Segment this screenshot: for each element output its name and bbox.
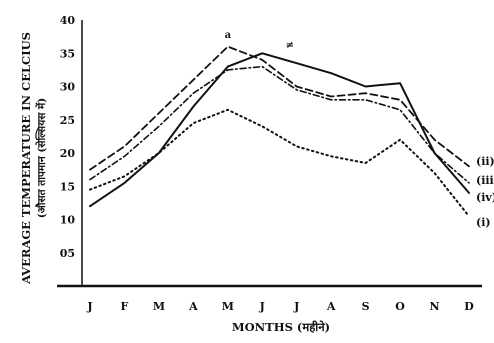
series-label: (ii) — [476, 155, 494, 168]
x-tick-label: M — [153, 300, 165, 313]
y-tick-labels: 40 35 30 25 20 15 10 05 — [60, 14, 76, 260]
annotation-mark: a — [225, 30, 232, 41]
series-label: (iii) — [476, 174, 494, 187]
series-line — [90, 53, 469, 206]
y-tick-label: 40 — [60, 14, 76, 27]
y-tick-label: 10 — [60, 214, 76, 227]
y-tick-label: 15 — [60, 180, 75, 193]
x-tick-label: M — [222, 300, 234, 313]
annotations: a≠ — [225, 30, 294, 51]
y-tick-label: 30 — [60, 81, 76, 94]
y-tick-label: 05 — [60, 247, 75, 260]
series-lines — [90, 47, 469, 217]
x-axis-title: MONTHS (महीने) — [232, 320, 330, 334]
y-axis-title-secondary: (औसत तापमान (सेल्सियस में) — [35, 98, 48, 218]
x-tick-label: D — [464, 300, 474, 313]
y-axis-title: AVERAGE TEMPERATURE IN CELCIUS — [19, 32, 33, 285]
x-tick-label: A — [326, 300, 336, 313]
x-tick-label: A — [188, 300, 198, 313]
series-label: (i) — [476, 216, 491, 229]
annotation-mark: ≠ — [286, 40, 294, 51]
series-label: (iv) — [476, 191, 494, 204]
x-tick-label: N — [430, 300, 440, 313]
y-tick-label: 25 — [60, 114, 75, 127]
x-tick-label: J — [293, 300, 299, 313]
x-tick-label: F — [121, 300, 129, 313]
series-labels: (ii) (iii) (iv) (i) — [476, 155, 494, 229]
x-tick-label: J — [86, 300, 92, 313]
y-axis-title-group: AVERAGE TEMPERATURE IN CELCIUS (औसत तापम… — [19, 32, 48, 285]
y-tick-label: 35 — [60, 47, 75, 60]
x-tick-label: S — [362, 300, 370, 313]
x-tick-label: J — [259, 300, 265, 313]
x-tick-label: O — [395, 300, 405, 313]
y-tick-label: 20 — [60, 147, 76, 160]
